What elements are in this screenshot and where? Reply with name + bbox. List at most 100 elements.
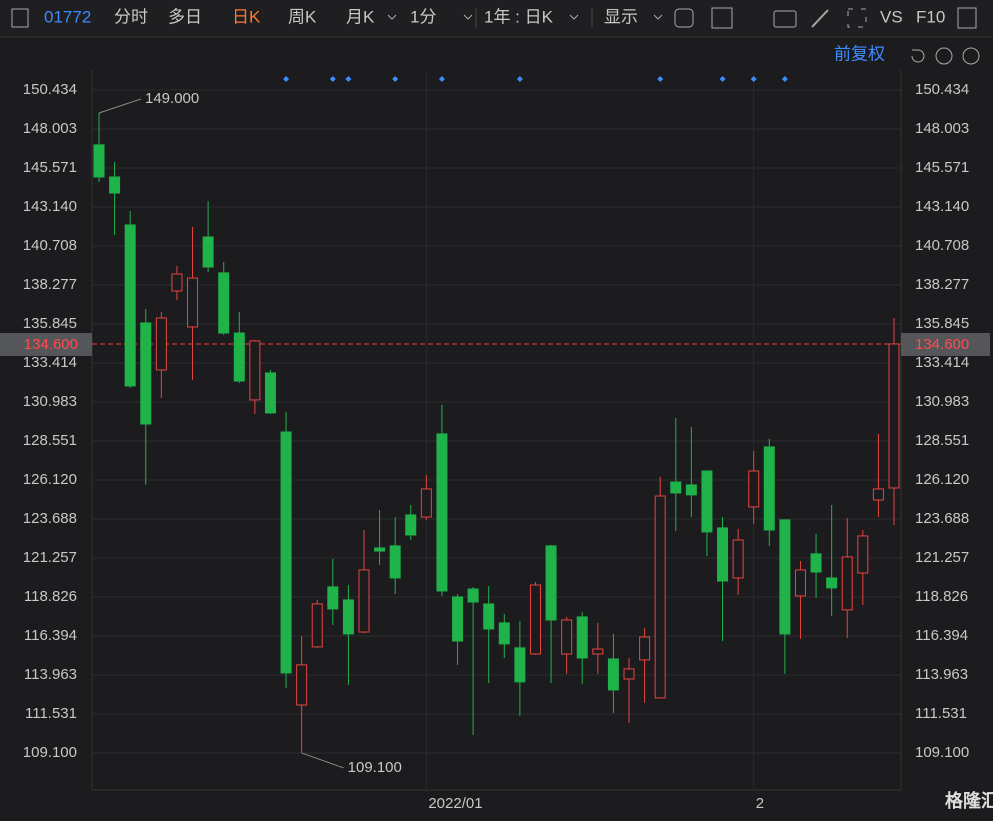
candle-body	[794, 569, 806, 597]
tab[interactable]: 1年 : 日K	[484, 7, 554, 26]
y-tick-label: 111.531	[25, 705, 77, 722]
stock-code[interactable]: 01772	[44, 7, 91, 26]
candle-body	[810, 553, 822, 573]
y-tick-label: 135.845	[23, 315, 77, 332]
y-tick-label: 130.983	[23, 393, 77, 410]
event-marker[interactable]	[781, 76, 788, 82]
candle-body	[654, 495, 666, 699]
candle-body	[576, 616, 588, 659]
y2-tick-label: 128.551	[915, 432, 969, 449]
f10-button[interactable]: F10	[916, 7, 945, 26]
y2-tick-label: 140.708	[915, 237, 969, 254]
event-marker[interactable]	[345, 76, 352, 82]
candle-body	[264, 372, 276, 414]
candle-body	[670, 481, 682, 494]
annotation-leader	[98, 98, 142, 114]
tab[interactable]: 日K	[232, 7, 261, 26]
y2-tick-label: 150.434	[915, 81, 969, 98]
candle-body	[420, 488, 432, 518]
candle-body	[202, 236, 214, 268]
zoom-out[interactable]	[935, 47, 953, 65]
y2-tick-label: 111.531	[915, 705, 967, 722]
candle-body	[748, 470, 760, 508]
y2-tick-label: 148.003	[915, 120, 969, 137]
y-tick-label: 121.257	[23, 549, 77, 566]
x-tick-label: 2	[756, 795, 764, 812]
candle-body	[607, 658, 619, 691]
camera-icon[interactable]	[773, 10, 797, 28]
y2-tick-label: 130.983	[915, 393, 969, 410]
event-marker[interactable]	[657, 76, 664, 82]
y-tick-label: 133.414	[23, 354, 77, 371]
y-tick-label: 128.551	[23, 432, 77, 449]
candle-body	[467, 588, 479, 603]
event-marker[interactable]	[750, 76, 757, 82]
tab[interactable]: 多日	[168, 7, 202, 26]
candle-body	[872, 488, 884, 501]
y2-tick-label: 138.277	[915, 276, 969, 293]
annotation-label: 149.000	[145, 90, 199, 107]
candle-body	[857, 535, 869, 574]
dropdown-arrow	[387, 14, 397, 20]
candle-body	[545, 545, 557, 621]
settings-icon[interactable]	[674, 8, 694, 28]
panel-icon[interactable]	[957, 7, 977, 29]
y-tick-label: 145.571	[23, 159, 77, 176]
current-price-label: 134.600	[24, 336, 78, 353]
event-marker[interactable]	[719, 76, 726, 82]
vs-button[interactable]: VS	[880, 7, 903, 26]
tab[interactable]: 月K	[346, 7, 375, 26]
box-icon[interactable]	[711, 7, 733, 29]
candle-body	[218, 272, 230, 334]
candle-body	[342, 599, 354, 635]
candle-body	[514, 647, 526, 683]
y2-tick-label: 143.140	[915, 198, 969, 215]
candle-body	[311, 603, 323, 648]
candle-body	[779, 519, 791, 635]
y-tick-label: 116.394	[24, 627, 77, 644]
current-price-label: 134.600	[915, 336, 969, 353]
y2-tick-label: 113.963	[915, 666, 968, 683]
y2-tick-label: 133.414	[915, 354, 969, 371]
candle-body	[452, 596, 464, 642]
y-tick-label: 113.963	[24, 666, 77, 683]
y-tick-label: 126.120	[23, 471, 77, 488]
candle-body	[358, 569, 370, 633]
event-marker[interactable]	[283, 76, 290, 82]
annotation-leader	[301, 752, 344, 769]
y2-tick-label: 145.571	[915, 159, 969, 176]
tab[interactable]: 1分	[410, 7, 436, 26]
event-marker[interactable]	[392, 76, 399, 82]
tab[interactable]: 显示	[604, 7, 638, 26]
candle-body	[826, 577, 838, 589]
event-marker[interactable]	[329, 76, 336, 82]
y-tick-label: 138.277	[23, 276, 77, 293]
y2-tick-label: 116.394	[915, 627, 968, 644]
sidebar-icon[interactable]	[11, 8, 29, 28]
y2-tick-label: 118.826	[915, 588, 968, 605]
y2-tick-label: 126.120	[915, 471, 969, 488]
candle-body	[529, 584, 541, 655]
tab[interactable]: 分时	[114, 7, 148, 26]
watermark: 格隆汇	[945, 790, 993, 811]
y-tick-label: 143.140	[23, 198, 77, 215]
zoom-in[interactable]	[962, 47, 980, 65]
current-price-box	[901, 332, 990, 356]
candle-body	[140, 322, 152, 425]
fullscreen-icon[interactable]	[847, 8, 867, 28]
event-marker[interactable]	[516, 76, 523, 82]
dropdown-arrow	[653, 14, 663, 20]
adjust-mode[interactable]: 前复权	[834, 44, 885, 63]
y-tick-label: 140.708	[23, 237, 77, 254]
dropdown-arrow	[569, 14, 579, 20]
candle-body	[623, 668, 635, 680]
candle-body	[701, 470, 713, 533]
pen-icon[interactable]	[811, 9, 829, 28]
candle-body	[249, 340, 261, 401]
event-marker[interactable]	[438, 76, 445, 82]
reset-icon[interactable]	[911, 49, 925, 63]
tab[interactable]: 周K	[288, 7, 317, 26]
dropdown-arrow	[463, 14, 473, 20]
x-tick-label: 2022/01	[428, 795, 482, 812]
